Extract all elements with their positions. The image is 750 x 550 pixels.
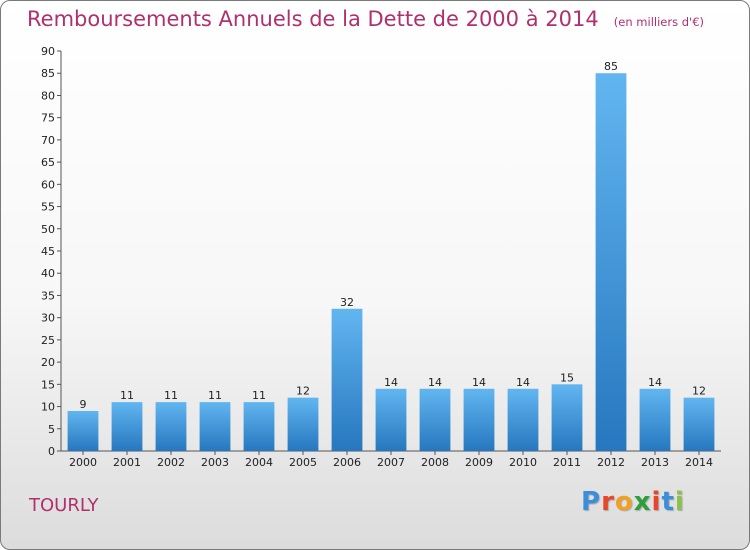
- bar-2008: [419, 388, 451, 451]
- chart-title: Remboursements Annuels de la Dette de 20…: [27, 7, 599, 31]
- x-tick-label: 2006: [333, 456, 361, 469]
- y-tick-label: 30: [41, 312, 55, 325]
- bar-value-label: 14: [648, 376, 662, 389]
- logo-letter: i: [651, 487, 662, 517]
- logo-letter: t: [661, 487, 675, 517]
- bars: 9 11 11 11 11 12 32 14 14 14 14 15 85 14 12: [67, 60, 715, 451]
- y-tick-label: 60: [41, 178, 55, 191]
- proxiti-logo[interactable]: Proxiti: [581, 487, 685, 517]
- bar-2005: [287, 397, 319, 451]
- x-tick-label: 2010: [509, 456, 537, 469]
- y-tick-label: 80: [41, 89, 55, 102]
- bar-value-label: 14: [516, 376, 530, 389]
- x-tick-label: 2007: [377, 456, 405, 469]
- x-tick-label: 2009: [465, 456, 493, 469]
- y-tick-label: 0: [48, 445, 55, 458]
- bar-2001: [111, 402, 143, 451]
- bar-value-label: 14: [428, 376, 442, 389]
- bar-value-label: 12: [296, 385, 310, 398]
- x-tick-label: 2005: [289, 456, 317, 469]
- y-tick-label: 65: [41, 156, 55, 169]
- x-tick-label: 2001: [113, 456, 141, 469]
- y-tick-label: 85: [41, 67, 55, 80]
- x-tick-label: 2014: [685, 456, 713, 469]
- bar-2006: [331, 308, 363, 451]
- bar-2004: [243, 402, 275, 451]
- y-tick-label: 45: [41, 245, 55, 258]
- bar-2007: [375, 388, 407, 451]
- y-tick-label: 5: [48, 423, 55, 436]
- bar-2011: [551, 384, 583, 451]
- x-tick-label: 2012: [597, 456, 625, 469]
- chart-subtitle: (en milliers d'€): [613, 15, 704, 29]
- title-row: Remboursements Annuels de la Dette de 20…: [27, 7, 704, 31]
- bar-value-label: 15: [560, 371, 574, 384]
- x-tick-label: 2000: [69, 456, 97, 469]
- bar-2003: [199, 402, 231, 451]
- x-tick-label: 2004: [245, 456, 273, 469]
- logo-letter: o: [614, 487, 634, 517]
- bar-2000: [67, 411, 99, 451]
- y-tick-label: 10: [41, 401, 55, 414]
- y-tick-label: 55: [41, 201, 55, 214]
- logo-letter: i: [674, 487, 685, 517]
- bar-value-label: 32: [340, 296, 354, 309]
- y-tick-label: 15: [41, 378, 55, 391]
- x-tick-label: 2011: [553, 456, 581, 469]
- bar-value-label: 9: [80, 398, 87, 411]
- bar-2013: [639, 388, 671, 451]
- bar-value-label: 14: [384, 376, 398, 389]
- bar-2009: [463, 388, 495, 451]
- y-tick-label: 20: [41, 356, 55, 369]
- bar-2010: [507, 388, 539, 451]
- bar-value-label: 11: [164, 389, 178, 402]
- bar-value-label: 11: [252, 389, 266, 402]
- logo-letter: P: [581, 487, 602, 517]
- x-tick-label: 2013: [641, 456, 669, 469]
- location-label: TOURLY: [29, 495, 99, 516]
- bar-value-label: 11: [208, 389, 222, 402]
- y-tick-label: 75: [41, 112, 55, 125]
- x-tick-label: 2003: [201, 456, 229, 469]
- bar-value-label: 11: [120, 389, 134, 402]
- bar-2014: [683, 397, 715, 451]
- logo-letter: x: [633, 487, 652, 517]
- bar-value-label: 85: [604, 60, 618, 73]
- x-tick-label: 2008: [421, 456, 449, 469]
- bar-value-label: 14: [472, 376, 486, 389]
- y-tick-label: 25: [41, 334, 55, 347]
- y-tick-label: 90: [41, 45, 55, 58]
- x-tick-label: 2002: [157, 456, 185, 469]
- bar-2012: [595, 73, 627, 451]
- y-tick-label: 40: [41, 267, 55, 280]
- bar-2002: [155, 402, 187, 451]
- y-tick-label: 35: [41, 289, 55, 302]
- bar-value-label: 12: [692, 385, 706, 398]
- y-tick-label: 70: [41, 134, 55, 147]
- y-tick-label: 50: [41, 223, 55, 236]
- logo-letter: r: [601, 487, 615, 517]
- axes: 0 5 10 15 20 25 30 35 40 45 50 55 60 65 70 75 80 85 90 2000…: [41, 45, 721, 469]
